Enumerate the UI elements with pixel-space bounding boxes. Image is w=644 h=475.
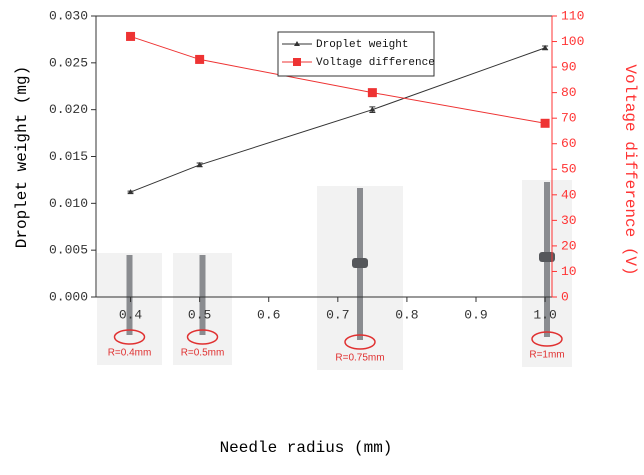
y-tick-label: 0.020 [49, 102, 88, 117]
y2-tick-label: 0 [561, 289, 569, 304]
y2-axis-label: Voltage difference (V) [621, 64, 639, 275]
series-line [130, 47, 546, 193]
x-tick-label: 0.9 [464, 307, 487, 322]
inset-photo: R=1mm [522, 180, 572, 367]
marker [540, 118, 550, 128]
inset-photo: R=0.4mm [97, 253, 162, 365]
inset-label: R=1mm [529, 350, 564, 361]
marker [127, 189, 134, 195]
y2-tick-label: 60 [561, 136, 577, 151]
inset-photo: R=0.75mm [317, 186, 403, 370]
x-tick-label: 0.5 [188, 307, 211, 322]
y-tick-label: 0.000 [49, 289, 88, 304]
x-tick-label: 0.6 [257, 307, 280, 322]
y2-tick-label: 20 [561, 238, 577, 253]
marker [196, 161, 203, 167]
y2-tick-label: 100 [561, 34, 584, 49]
x-tick-label: 0.7 [326, 307, 349, 322]
needle-hub [539, 252, 555, 262]
tip-circle [186, 329, 219, 345]
legend-marker [293, 58, 301, 66]
y-axis-label: Droplet weight (mg) [13, 66, 31, 248]
y-tick-label: 0.025 [49, 55, 88, 70]
x-tick-label: 0.4 [119, 307, 143, 322]
y-tick-label: 0.010 [49, 196, 88, 211]
inset-label: R=0.75mm [335, 353, 384, 364]
x-tick-label: 1.0 [533, 307, 556, 322]
y2-tick-label: 30 [561, 213, 577, 228]
marker [367, 88, 377, 98]
needle-shaft [126, 255, 133, 335]
inset-photo: R=0.5mm [173, 253, 232, 365]
y2-tick-label: 90 [561, 60, 577, 75]
y2-tick-label: 70 [561, 111, 577, 126]
tip-circle [113, 329, 146, 345]
legend-box [277, 31, 435, 77]
y-tick-label: 0.015 [49, 149, 88, 164]
tip-circle [344, 334, 376, 350]
inset-label: R=0.5mm [181, 348, 225, 359]
x-tick-label: 0.8 [395, 307, 418, 322]
y2-tick-label: 10 [561, 264, 577, 279]
legend-label: Voltage difference [316, 57, 435, 69]
x-axis-label: Needle radius (mm) [220, 439, 393, 457]
y2-tick-label: 40 [561, 187, 577, 202]
inset-label: R=0.4mm [108, 348, 152, 359]
marker [542, 44, 549, 50]
tip-circle [531, 331, 563, 347]
y-tick-label: 0.030 [49, 8, 88, 23]
y-tick-label: 0.005 [49, 243, 88, 258]
legend-marker [294, 41, 300, 46]
legend-label: Droplet weight [316, 39, 408, 51]
marker [195, 54, 205, 64]
marker [126, 31, 136, 41]
needle-hub [352, 258, 368, 268]
y2-tick-label: 50 [561, 162, 577, 177]
marker [369, 106, 376, 112]
y2-tick-label: 110 [561, 8, 584, 23]
needle-shaft [199, 255, 206, 335]
y2-tick-label: 80 [561, 85, 577, 100]
